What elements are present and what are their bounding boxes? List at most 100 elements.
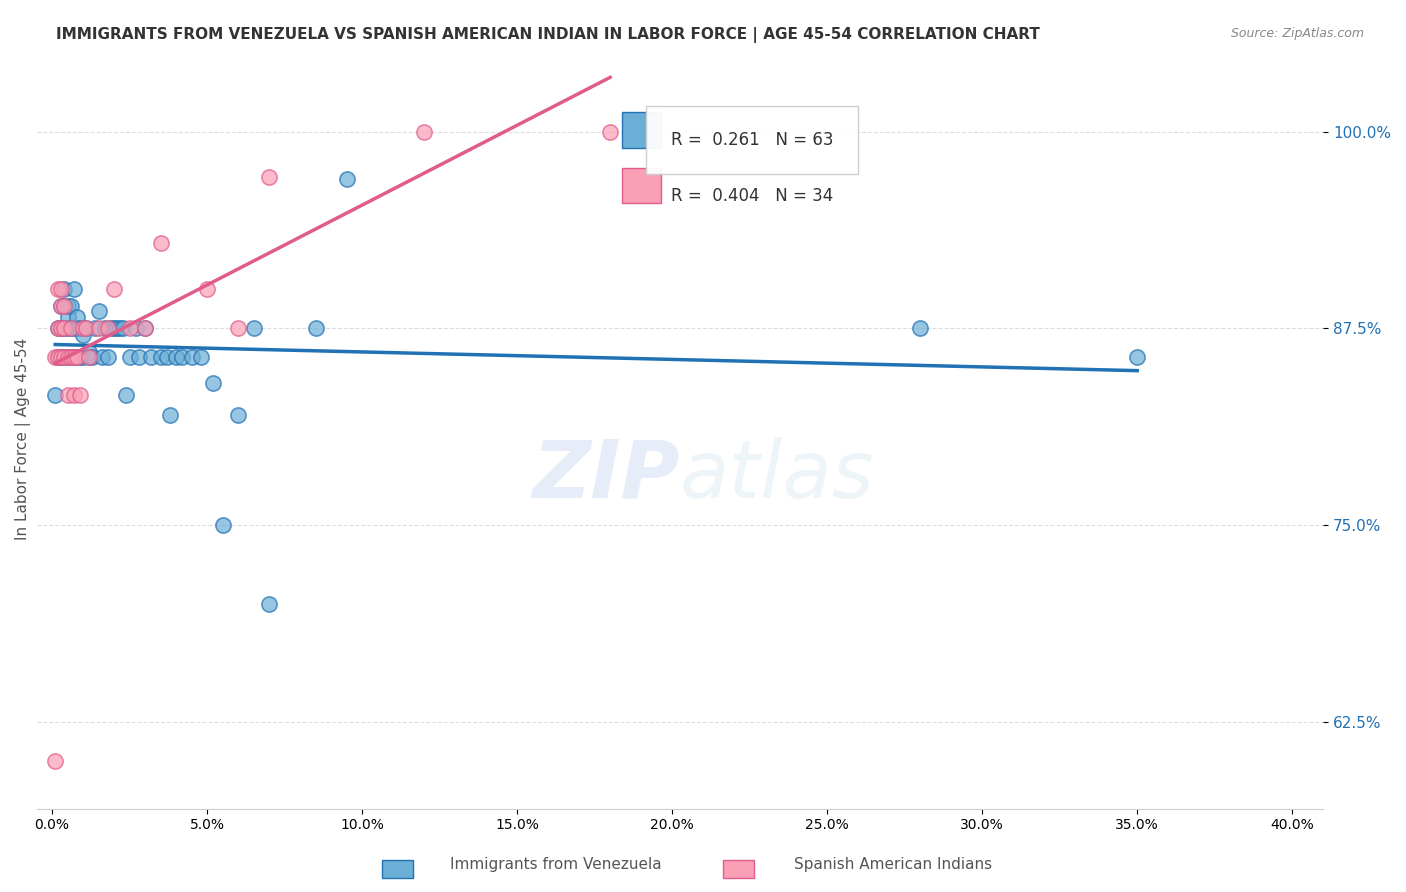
Point: [84, 321, 107, 335]
Point: [53, 350, 76, 364]
Point: [128, 350, 150, 364]
Point: [44, 350, 66, 364]
FancyBboxPatch shape: [621, 168, 661, 203]
Point: [1126, 350, 1149, 364]
Point: [77, 350, 100, 364]
Point: [66, 350, 89, 364]
Point: [44, 755, 66, 769]
Y-axis label: In Labor Force | Age 45-54: In Labor Force | Age 45-54: [15, 337, 31, 540]
Point: [46, 282, 69, 296]
Point: [90, 350, 112, 364]
Point: [53, 282, 76, 296]
Point: [97, 321, 120, 335]
Point: [77, 345, 100, 359]
Point: [82, 350, 104, 364]
Point: [103, 282, 125, 296]
Point: [908, 321, 931, 335]
Point: [46, 321, 69, 335]
Point: [72, 327, 94, 342]
Point: [53, 321, 76, 335]
Point: [51, 282, 73, 296]
Point: [87, 304, 110, 318]
Point: [62, 321, 84, 335]
Point: [141, 350, 163, 364]
Point: [202, 376, 225, 391]
Point: [413, 124, 436, 138]
Text: IMMIGRANTS FROM VENEZUELA VS SPANISH AMERICAN INDIAN IN LABOR FORCE | AGE 45-54 : IMMIGRANTS FROM VENEZUELA VS SPANISH AME…: [56, 27, 1040, 43]
FancyBboxPatch shape: [621, 112, 661, 148]
Point: [115, 387, 138, 401]
Point: [172, 350, 194, 364]
Point: [46, 350, 69, 364]
Point: [134, 321, 156, 335]
Point: [56, 387, 79, 401]
Point: [242, 321, 264, 335]
Point: [94, 321, 117, 335]
Point: [69, 350, 91, 364]
Text: atlas: atlas: [681, 436, 875, 515]
Point: [72, 321, 94, 335]
Point: [44, 387, 66, 401]
Point: [69, 321, 91, 335]
Point: [87, 321, 110, 335]
Point: [56, 321, 79, 335]
Point: [257, 597, 280, 611]
Point: [159, 408, 181, 422]
Point: [59, 350, 82, 364]
Point: [125, 321, 148, 335]
Point: [51, 321, 73, 335]
Point: [134, 321, 156, 335]
Point: [59, 321, 82, 335]
Point: [59, 321, 82, 335]
Point: [62, 350, 84, 364]
Point: [100, 321, 122, 335]
Point: [112, 321, 135, 335]
Point: [46, 350, 69, 364]
Point: [53, 299, 76, 313]
Point: [75, 321, 97, 335]
Point: [599, 124, 621, 138]
Point: [66, 321, 89, 335]
Point: [53, 350, 76, 364]
Point: [118, 321, 141, 335]
Point: [195, 282, 218, 296]
Point: [69, 387, 91, 401]
Point: [56, 350, 79, 364]
Point: [118, 350, 141, 364]
Point: [226, 408, 249, 422]
Text: R =  0.261   N = 63: R = 0.261 N = 63: [671, 131, 834, 150]
Point: [336, 171, 359, 186]
Point: [66, 350, 89, 364]
Point: [257, 170, 280, 185]
Point: [46, 321, 69, 335]
Point: [66, 310, 89, 325]
Point: [62, 350, 84, 364]
Point: [51, 321, 73, 335]
Point: [105, 321, 128, 335]
Point: [103, 321, 125, 335]
Text: R =  0.404   N = 34: R = 0.404 N = 34: [671, 187, 834, 205]
Point: [190, 350, 212, 364]
Point: [156, 350, 179, 364]
Point: [77, 350, 100, 364]
Point: [149, 236, 172, 251]
Point: [304, 321, 326, 335]
Text: Spanish American Indians: Spanish American Indians: [794, 857, 991, 872]
Point: [97, 350, 120, 364]
Point: [72, 350, 94, 364]
Point: [53, 321, 76, 335]
Point: [59, 350, 82, 364]
Point: [165, 350, 187, 364]
Point: [110, 321, 132, 335]
Text: Immigrants from Venezuela: Immigrants from Venezuela: [450, 857, 661, 872]
Point: [51, 350, 73, 364]
Point: [56, 310, 79, 325]
Text: ZIP: ZIP: [533, 436, 681, 515]
Point: [59, 299, 82, 313]
Point: [180, 350, 202, 364]
Point: [51, 299, 73, 313]
Point: [149, 350, 172, 364]
Point: [56, 350, 79, 364]
Point: [56, 299, 79, 313]
Point: [62, 387, 84, 401]
